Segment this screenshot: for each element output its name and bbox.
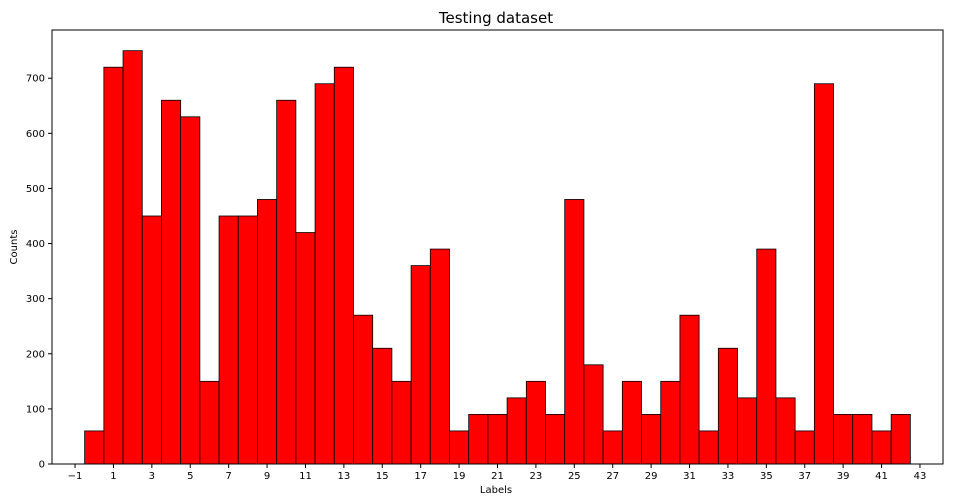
bar-label-12 (314, 83, 335, 465)
y-tick-label: 600 (26, 129, 45, 140)
bar-label-13 (333, 66, 354, 465)
x-tick-label: 7 (225, 471, 231, 482)
x-tick-label: 33 (722, 471, 735, 482)
x-tick-label: 15 (376, 471, 389, 482)
bar-label-14 (353, 314, 374, 465)
bar-label-23 (525, 380, 546, 465)
x-tick-label: 3 (149, 471, 155, 482)
chart-title: Testing dataset (438, 9, 553, 27)
bar-label-10 (276, 99, 297, 465)
bar-label-6 (199, 380, 220, 465)
x-tick-label: 11 (299, 471, 312, 482)
bar-label-35 (756, 248, 777, 465)
x-tick-label: 23 (530, 471, 543, 482)
x-tick-label: 39 (837, 471, 850, 482)
bar-label-20 (468, 413, 489, 465)
x-axis-label: Labels (480, 485, 512, 496)
y-tick-label: 200 (26, 349, 45, 360)
y-tick-label: 100 (26, 404, 45, 415)
bar-label-34 (737, 397, 758, 465)
x-tick-label: 31 (683, 471, 696, 482)
bar-label-18 (429, 248, 450, 465)
bar-label-25 (564, 199, 585, 465)
x-axis: −1 1 3 5 7 9 11 13 15 17 19 21 23 25 27 29 31 33 35 37 39 41 4… (68, 464, 927, 482)
bar-label-37 (794, 430, 815, 465)
bar-label-5 (180, 116, 201, 465)
bar-label-17 (410, 265, 431, 465)
bar-label-28 (621, 380, 642, 465)
y-tick-label: 500 (26, 184, 45, 195)
bar-label-16 (391, 380, 412, 465)
bar-label-21 (487, 413, 508, 465)
y-tick-label: 0 (39, 460, 45, 471)
x-tick-label: 25 (568, 471, 581, 482)
x-tick-label: 35 (760, 471, 773, 482)
x-tick-label: 29 (645, 471, 658, 482)
bars-group (84, 50, 911, 465)
y-tick-label: 400 (26, 239, 45, 250)
y-tick-label: 300 (26, 294, 45, 305)
bar-label-39 (833, 413, 854, 465)
bar-label-42 (890, 413, 911, 465)
bar-label-27 (602, 430, 623, 465)
bar-label-26 (583, 364, 604, 465)
bar-label-2 (122, 50, 143, 465)
bar-label-1 (103, 66, 124, 465)
x-tick-label: 41 (875, 471, 888, 482)
bar-label-29 (641, 413, 662, 465)
bar-label-11 (295, 232, 316, 465)
y-axis: 0 100 200 300 400 500 600 700 (26, 74, 52, 471)
bar-label-38 (813, 83, 834, 465)
bar-label-19 (449, 430, 470, 465)
x-tick-label: 17 (414, 471, 427, 482)
bar-label-41 (871, 430, 892, 465)
bar-label-31 (679, 314, 700, 465)
x-tick-label: 21 (491, 471, 504, 482)
bar-label-8 (237, 215, 258, 465)
y-axis-label: Counts (9, 230, 20, 265)
bar-label-30 (660, 380, 681, 465)
x-tick-label: 43 (914, 471, 927, 482)
bar-label-4 (161, 99, 182, 465)
bar-label-40 (852, 413, 873, 465)
x-tick-label: 5 (187, 471, 193, 482)
x-tick-label: 27 (606, 471, 619, 482)
bar-label-24 (545, 413, 566, 465)
bar-label-7 (218, 215, 239, 465)
bar-label-22 (506, 397, 527, 465)
bar-label-3 (141, 215, 162, 465)
bar-label-0 (84, 430, 105, 465)
x-tick-label: 13 (338, 471, 351, 482)
y-tick-label: 700 (26, 74, 45, 85)
x-tick-label: −1 (68, 471, 83, 482)
bar-label-32 (698, 430, 719, 465)
x-tick-label: 9 (264, 471, 270, 482)
x-tick-label: 1 (110, 471, 116, 482)
x-tick-label: 19 (453, 471, 466, 482)
bar-label-33 (717, 347, 738, 465)
bar-label-36 (775, 397, 796, 465)
bar-label-9 (257, 199, 278, 465)
bar-label-15 (372, 347, 393, 465)
x-tick-label: 37 (798, 471, 811, 482)
